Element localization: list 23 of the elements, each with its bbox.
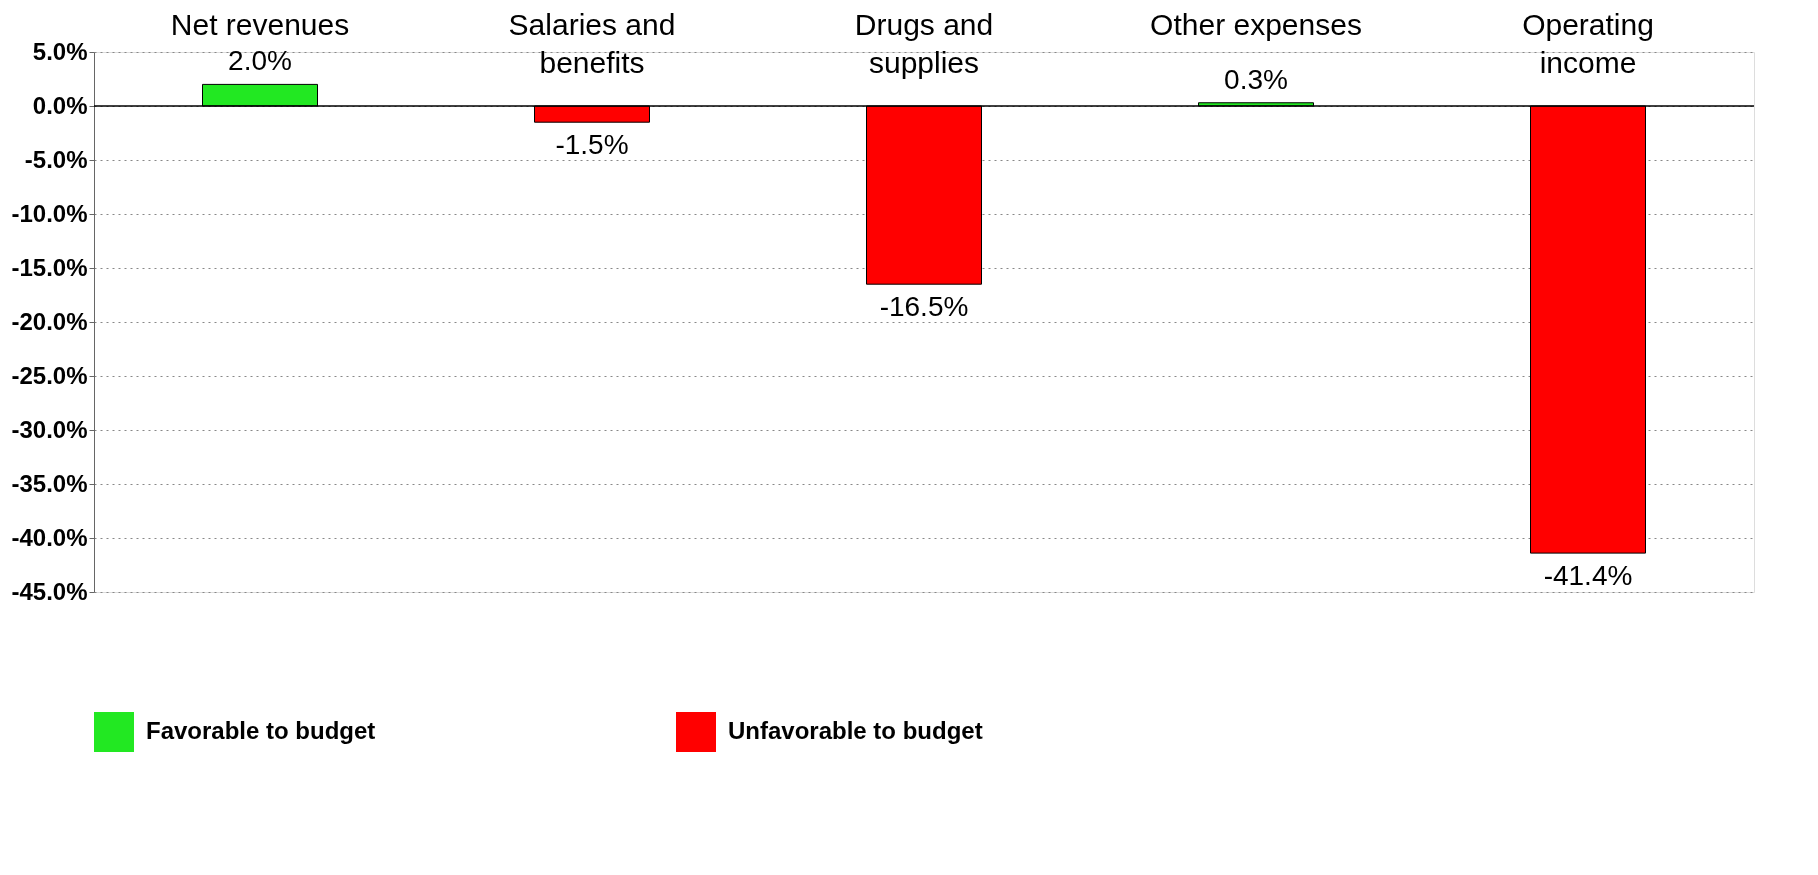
y-tick-label: -45.0% <box>11 577 88 605</box>
y-tick-label: -10.0% <box>11 199 88 227</box>
data-label: -16.5% <box>879 291 969 323</box>
data-label: 0.3% <box>1224 63 1288 95</box>
y-tick-label: 5.0% <box>32 37 88 65</box>
data-label: -1.5% <box>555 129 629 161</box>
y-tick-label: -20.0% <box>11 307 88 335</box>
x-tick-label: Net revenues <box>170 7 350 41</box>
x-tick-label: Other expenses <box>1150 7 1362 41</box>
y-tick-label: -15.0% <box>11 253 88 281</box>
data-label: -41.4% <box>1543 560 1633 592</box>
x-tick-label: Salaries and benefits <box>508 7 676 79</box>
legend-label: Unfavorable to budget <box>728 717 983 744</box>
data-label: 2.0% <box>228 45 292 77</box>
legend-label: Favorable to budget <box>146 717 376 744</box>
y-tick-label: -40.0% <box>11 523 88 551</box>
y-tick-label: -35.0% <box>11 469 88 497</box>
y-tick-label: -5.0% <box>24 145 88 173</box>
y-tick-label: -30.0% <box>11 415 88 443</box>
y-tick-label: 0.0% <box>32 91 88 119</box>
x-tick-label: Operating income <box>1522 7 1654 79</box>
y-tick-label: -25.0% <box>11 361 88 389</box>
x-tick-label: Drugs and supplies <box>854 7 994 79</box>
